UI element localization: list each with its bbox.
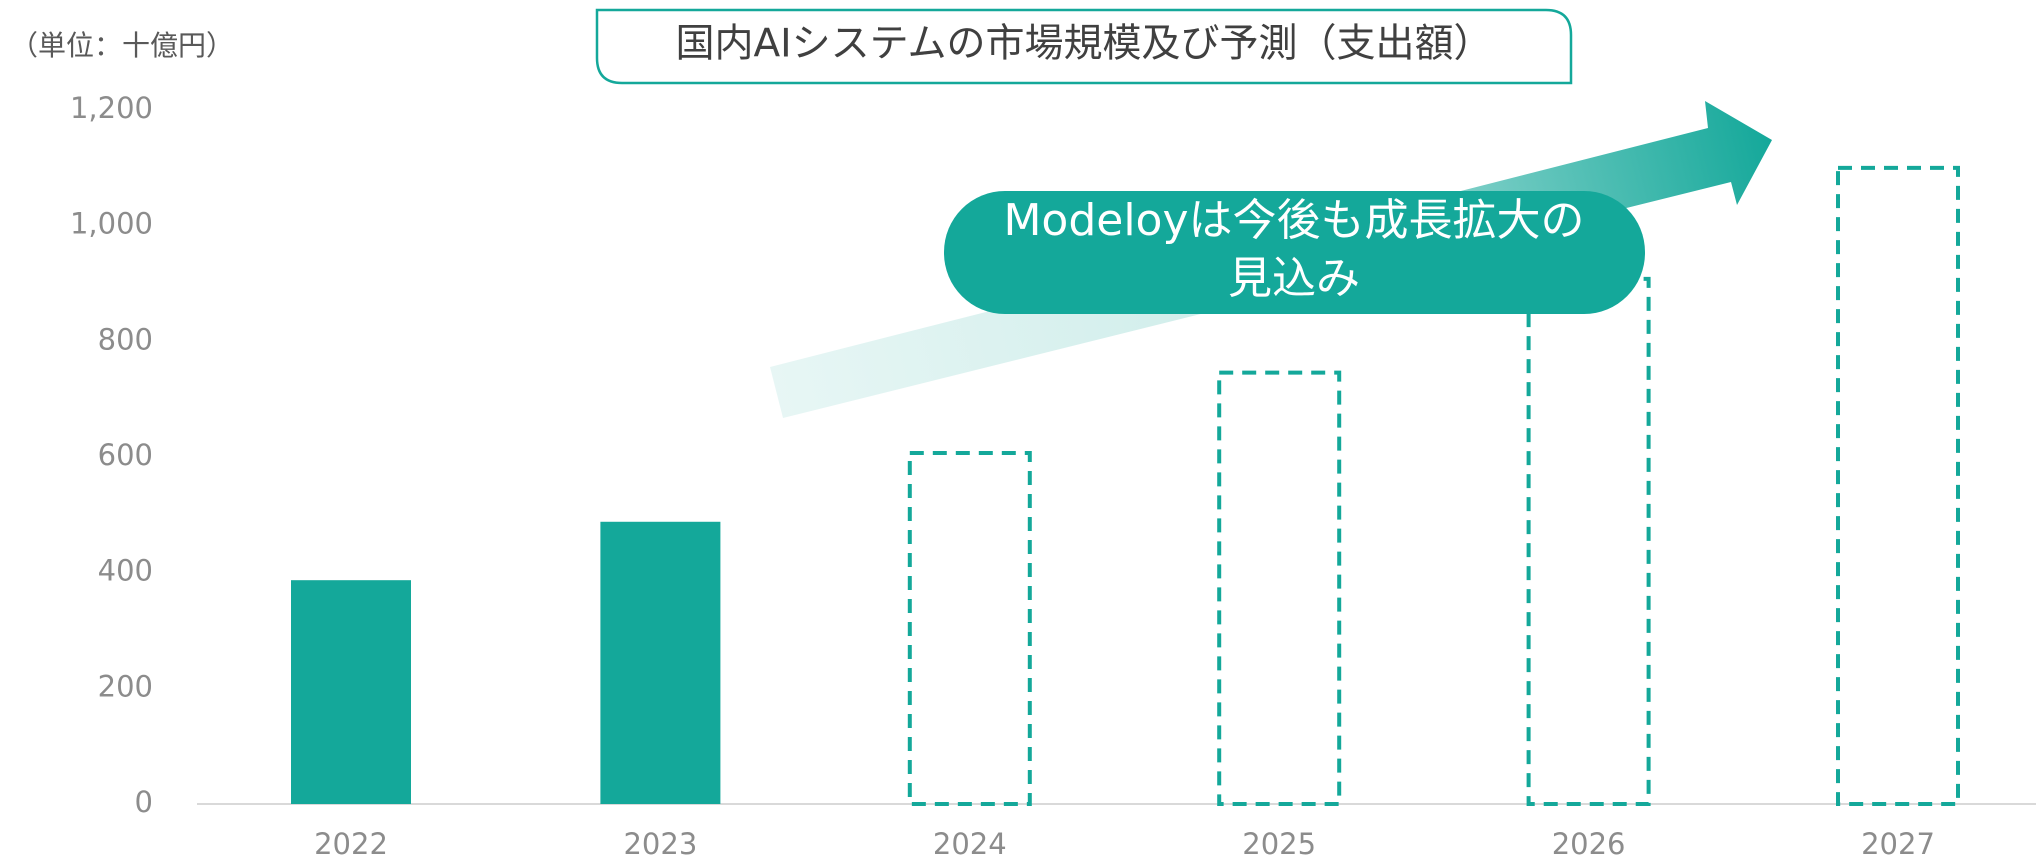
y-tick-label: 800 <box>98 322 153 356</box>
callout-text: Modeloyは今後も成長拡大の <box>1003 195 1584 246</box>
chart-title: 国内AIシステムの市場規模及び予測（支出額） <box>675 22 1492 67</box>
y-tick-label: 1,200 <box>70 91 153 125</box>
forecast-bar <box>907 450 1032 806</box>
forecast-bar <box>1836 165 1960 807</box>
x-tick-label: 2023 <box>623 827 697 860</box>
x-tick-label: 2022 <box>314 827 388 860</box>
x-tick-label: 2024 <box>933 827 1007 860</box>
x-tick-label: 2025 <box>1242 827 1316 860</box>
y-tick-label: 0 <box>135 785 153 819</box>
title-box <box>595 8 1573 85</box>
y-tick-label: 400 <box>98 554 153 588</box>
bar <box>291 580 411 804</box>
callout-text: 見込み <box>1228 253 1360 304</box>
x-tick-label: 2026 <box>1552 827 1626 860</box>
y-tick-label: 1,000 <box>70 207 153 241</box>
unit-label: （単位：十億円） <box>10 29 234 62</box>
y-tick-label: 200 <box>98 669 153 703</box>
forecast-bar <box>1526 276 1651 806</box>
x-tick-label: 2027 <box>1861 827 1935 860</box>
callout-pill <box>944 191 1645 314</box>
forecast-bar <box>1217 370 1342 806</box>
bar <box>600 521 721 804</box>
y-tick-label: 600 <box>98 438 153 472</box>
